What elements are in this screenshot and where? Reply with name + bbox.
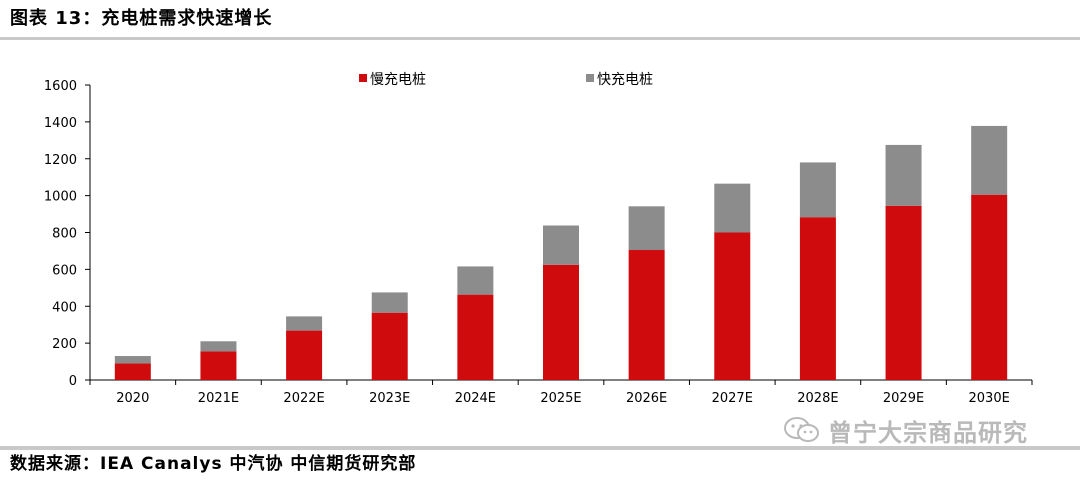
x-tick-label: 2025E xyxy=(540,391,581,406)
y-tick-label: 1200 xyxy=(44,153,77,168)
top-divider xyxy=(0,37,1080,40)
bar-slow-charging xyxy=(286,330,323,380)
bar-slow-charging xyxy=(714,232,751,380)
y-tick-label: 800 xyxy=(52,227,77,242)
bar-fast-charging xyxy=(457,266,494,295)
bar-fast-charging xyxy=(971,125,1008,195)
y-tick-label: 400 xyxy=(52,300,77,315)
bar-fast-charging xyxy=(543,225,579,265)
bar-slow-charging xyxy=(885,205,922,380)
wechat-icon xyxy=(784,417,819,442)
y-tick-label: 0 xyxy=(69,374,77,389)
watermark-text: 曾宁大宗商品研究 xyxy=(828,418,1028,447)
bar-fast-charging xyxy=(286,316,323,331)
bottom-divider xyxy=(0,446,1080,450)
bar-fast-charging xyxy=(200,341,237,352)
bar-slow-charging xyxy=(799,217,836,380)
bar-fast-charging xyxy=(799,162,836,218)
x-tick-label: 2020 xyxy=(116,391,149,406)
bar-slow-charging xyxy=(114,363,151,380)
bar-slow-charging xyxy=(628,250,665,380)
watermark: 曾宁大宗商品研究 xyxy=(782,413,1028,447)
bar-slow-charging xyxy=(543,264,579,380)
y-tick-label: 1000 xyxy=(44,190,77,205)
x-tick-label: 2024E xyxy=(455,391,496,406)
legend-swatch xyxy=(586,74,594,82)
x-tick-label: 2023E xyxy=(369,391,410,406)
x-tick-label: 2028E xyxy=(797,391,838,406)
legend-swatch xyxy=(359,74,367,82)
chart-title: 图表 13：充电桩需求快速增长 xyxy=(10,8,273,29)
bar-fast-charging xyxy=(714,183,751,233)
bar-fast-charging xyxy=(114,356,151,364)
x-tick-label: 2029E xyxy=(883,391,924,406)
legend-label: 慢充电桩 xyxy=(370,71,426,88)
y-tick-label: 200 xyxy=(52,337,77,352)
y-tick-label: 1400 xyxy=(44,116,77,131)
bar-fast-charging xyxy=(371,292,408,313)
x-tick-label: 2021E xyxy=(198,391,239,406)
x-tick-label: 2030E xyxy=(969,391,1010,406)
x-tick-label: 2027E xyxy=(712,391,753,406)
x-tick-label: 2022E xyxy=(283,391,324,406)
data-source: 数据来源：IEA Canalys 中汽协 中信期货研究部 xyxy=(10,454,417,474)
x-tick-label: 2026E xyxy=(626,391,667,406)
bar-slow-charging xyxy=(371,312,408,380)
bar-slow-charging xyxy=(457,294,494,380)
bar-slow-charging xyxy=(200,351,237,380)
stacked-bar-chart: 0 200 400 600 800 1000 1200 1400 1600 2020 2021E 20… xyxy=(44,71,1033,406)
legend-label: 快充电桩 xyxy=(597,71,653,88)
bar-slow-charging xyxy=(971,194,1008,380)
y-tick-label: 1600 xyxy=(44,79,77,94)
bar-fast-charging xyxy=(885,144,922,206)
y-tick-label: 600 xyxy=(52,263,77,278)
bar-fast-charging xyxy=(628,206,665,251)
